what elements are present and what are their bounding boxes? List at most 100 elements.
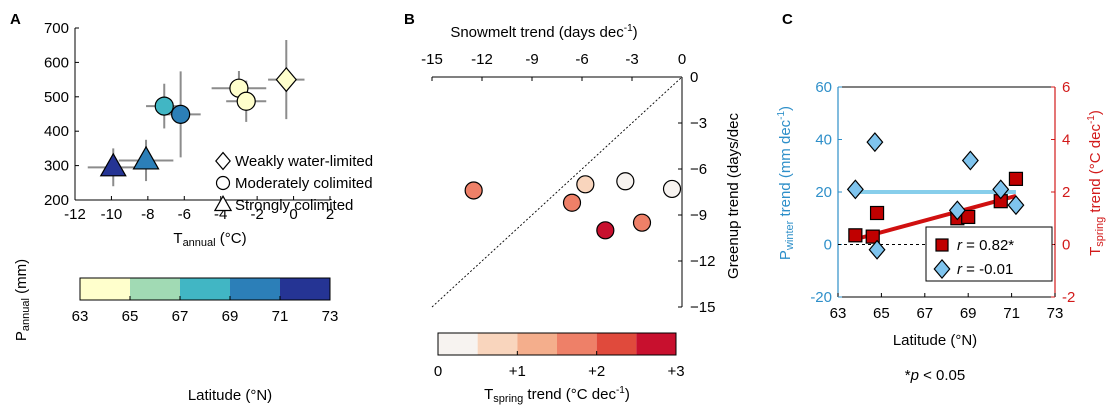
- panel-a-x-tick-label: -2: [250, 206, 263, 223]
- panel-c-ylabel-right-main: T: [1087, 247, 1104, 256]
- panel-b-colorbar-cell: [636, 333, 676, 355]
- panel-c-ylabel-right-unit: trend (°C dec: [1087, 124, 1104, 217]
- panel-a-y-tick-label: 600: [44, 54, 69, 71]
- panel-a-legend-marker-diamond: [215, 151, 231, 171]
- panel-b-colorbar: 0 +1 +2 +3: [434, 332, 685, 380]
- panel-b-colorbar-tick-label: +1: [509, 363, 526, 380]
- panel-b-xlabel: Snowmelt trend (days dec-1): [450, 23, 637, 41]
- panel-c-x-tick-label: 65: [873, 305, 890, 322]
- panel-b-y-tick-label: −12: [690, 253, 715, 270]
- svg-text:Pwinter trend (mm dec-1): Pwinter trend (mm dec-1): [776, 106, 796, 260]
- panel-b-colorbar-label-unit: trend (°C dec: [523, 386, 616, 403]
- panel-c-ylabel-left-unit: trend (mm dec: [777, 119, 794, 220]
- panel-c-xlabel: Latitude (°N): [893, 332, 977, 349]
- panel-a-y-tick-label: 200: [44, 192, 69, 209]
- panel-a-x-tick-label: -10: [101, 206, 123, 223]
- panel-a-legend-marker-triangle: [213, 195, 233, 212]
- panel-a-colorbar-cell: [130, 278, 180, 300]
- panel-a-legend-label: Strongly colimited: [235, 197, 353, 214]
- panel-c-footnote-rest: < 0.05: [919, 367, 965, 384]
- panel-c-y-tick-label-right: -2: [1062, 289, 1075, 306]
- panel-c-legend: r = 0.82* r = -0.01: [925, 226, 1053, 282]
- panel-a-x-tick-label: 2: [326, 206, 334, 223]
- panel-a-ylabel-sub: annual: [20, 298, 32, 331]
- panel-b-x-tick-label: -12: [471, 51, 493, 68]
- panel-c-x-tick-label: 63: [830, 305, 847, 322]
- panel-a-legend: Weakly water-limited Moderately colimited…: [213, 151, 373, 214]
- svg-text:Pannual (mm): Pannual (mm): [13, 259, 32, 341]
- panel-c-point-diamond: [866, 132, 884, 153]
- panel-c-point-square: [869, 205, 885, 221]
- panel-a-y-tick-label: 500: [44, 89, 69, 106]
- panel-a-point: [275, 66, 297, 93]
- panel-b-xlabel-sup: -1: [624, 23, 633, 34]
- panel-c-y-tick-label-left: 0: [824, 237, 832, 254]
- panel-a-xlabel: Tannual (°C): [173, 230, 246, 249]
- panel-a-point: [132, 145, 160, 170]
- panel-a-xlabel-unit: (°C): [216, 230, 247, 247]
- panel-c-y-tick-label-right: 0: [1062, 237, 1070, 254]
- panel-a-colorbar-cell: [180, 278, 230, 300]
- panel-b-ylabel: Greenup trend (days/dec: [725, 113, 742, 279]
- panel-a-ylabel-main: P: [13, 331, 30, 341]
- panel-c-ylabel-right: Tspring trend (°C dec-1): [1086, 110, 1106, 256]
- panel-b-colorbar-cell: [517, 333, 557, 355]
- panel-a-x-tick-label: -12: [64, 206, 86, 223]
- panel-b-colorbar-cell: [596, 333, 637, 355]
- panel-b-y-tick-label: −3: [690, 115, 707, 132]
- panel-c-ylabel-left-end: ): [777, 106, 794, 111]
- panel-b-x-tick-label: -6: [575, 51, 588, 68]
- panel-a-colorbar: 63 65 67 69 71 73: [72, 277, 339, 325]
- panel-b-colorbar-cell: [477, 333, 518, 355]
- panel-c-point-diamond: [868, 239, 886, 260]
- panel-b-plot: -15 -12 -9 -6 -3 00 −3 −6 −9 −12 −15: [421, 51, 715, 316]
- panel-c-x-tick-label: 69: [960, 305, 977, 322]
- panel-a-xlabel-sub: annual: [183, 237, 216, 249]
- panel-c-y-tick-label-left: 40: [815, 132, 832, 149]
- panel-a-y-tick-label: 700: [44, 20, 69, 37]
- panel-a-y-tick-label: 400: [44, 123, 69, 140]
- panel-b-point: [576, 175, 595, 194]
- panel-a-xlabel-main: T: [173, 230, 182, 247]
- panel-c-y-tick-label-left: 20: [815, 184, 832, 201]
- panel-a-legend-label: Weakly water-limited: [235, 153, 373, 170]
- panel-a-colorbar-label: Latitude (°N): [188, 387, 272, 404]
- panel-c-y-tick-label-right: 4: [1062, 132, 1070, 149]
- panel-a-point: [99, 152, 127, 177]
- panel-b-colorbar-frame: [437, 332, 677, 356]
- panel-c-legend-label-square: r = 0.82*: [957, 237, 1014, 254]
- panel-b-xlabel-main: Snowmelt trend (days dec: [450, 24, 624, 41]
- panel-b-colorbar-cell: [438, 333, 478, 355]
- panel-c-ylabel-left-sub: winter: [784, 220, 796, 251]
- panel-a-colorbar-cell: [80, 278, 130, 300]
- panel-b-colorbar-tick-label: +3: [667, 363, 684, 380]
- panel-c-x-tick-label: 67: [916, 305, 933, 322]
- panel-b-x-tick-label: 0: [678, 51, 686, 68]
- panel-b-colorbar-label-main: T: [484, 386, 493, 403]
- panel-c-point-square: [848, 228, 863, 243]
- panel-c-point-square: [961, 209, 976, 225]
- panel-c-point-diamond: [961, 150, 979, 171]
- panel-b-point: [596, 221, 615, 240]
- panel-a-colorbar-tick-label: 63: [72, 308, 89, 325]
- panel-a-point: [236, 91, 256, 111]
- panel-a-colorbar-tick-label: 73: [322, 308, 339, 325]
- panel-c-footnote-star: *: [905, 367, 911, 384]
- panel-b-point: [632, 213, 652, 232]
- panel-c-point-square: [865, 229, 880, 244]
- panel-c-point-diamond: [1007, 195, 1025, 216]
- panel-c-y-tick-label-left: 60: [815, 79, 832, 96]
- panel-b-y-tick-label: −6: [690, 161, 707, 178]
- panel-a-colorbar-frame: [79, 277, 331, 301]
- panel-b-point: [662, 179, 682, 199]
- panel-a-legend-marker-circle: [215, 175, 231, 191]
- panel-a-point: [171, 104, 191, 124]
- panel-c-y-tick-label-right: 6: [1062, 79, 1070, 96]
- panel-a-label: A: [10, 11, 21, 28]
- panel-b-point: [464, 181, 483, 200]
- panel-c-footnote: *p < 0.05: [905, 367, 965, 384]
- panel-c-point-diamond: [992, 179, 1010, 200]
- panel-a-ylabel: Pannual (mm): [13, 259, 32, 341]
